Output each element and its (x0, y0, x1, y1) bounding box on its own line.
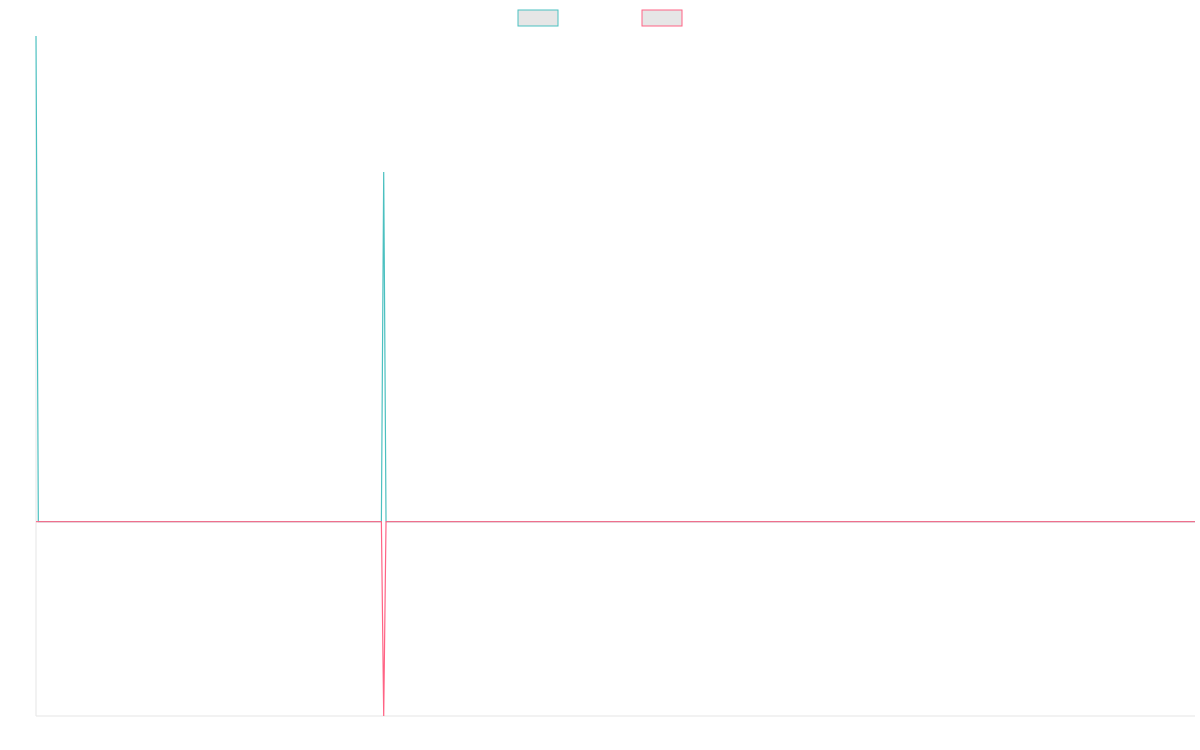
series-line-1 (35, 35, 1195, 523)
series-line-2 (36, 521, 1195, 717)
series-lines (35, 35, 1195, 717)
legend-swatch-2[interactable] (641, 9, 683, 27)
legend-swatch-1[interactable] (517, 9, 559, 27)
axes (35, 36, 1195, 717)
legend (517, 9, 683, 27)
